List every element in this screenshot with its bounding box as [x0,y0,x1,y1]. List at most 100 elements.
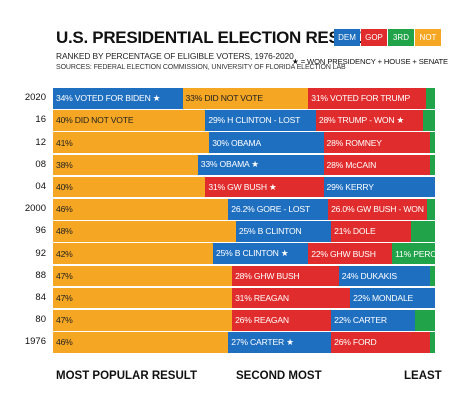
bar-segment-dem: 25% B CLINTON [235,221,332,242]
legend-item-gop: GOP [361,29,387,46]
bar-label: 28% GHW BUSH [235,270,300,281]
bar-label: 21% DOLE [334,226,376,237]
bar-label: 24% DUKAKIS [341,270,397,281]
year-label: 04 [35,181,46,193]
bar-segment-not: 46% [53,332,229,353]
bar-segment-not: 41% [53,132,210,153]
bar-segment-dem: 27% CARTER ★ [228,332,332,353]
bar-label: 29% H CLINTON - LOST [208,115,301,126]
bar-segment-dem: 24% DUKAKIS [338,265,431,287]
bar-segment-dem: 29% KERRY [323,176,435,198]
bar-segment-not: 42% [53,243,214,264]
bar-segment-gop: 28% TRUMP - WON ★ [315,110,424,131]
bar-segment-not: 47% [53,310,233,331]
bar-label: 31% GW BUSH ★ [208,181,277,192]
bar-label: 33% OBAMA ★ [200,159,259,170]
bar-segment-3rd [430,132,435,153]
legend-item-3rd: 3RD [388,29,414,46]
bar-label: 26% FORD [334,337,377,348]
bar-segment-not: 47% [53,265,233,287]
bar-label: 31% REAGAN [235,293,289,304]
legend-item-dem: DEM [334,29,360,46]
legend-item-not: NOT [415,29,441,46]
bar-label: 26.0% GW BUSH - WON [331,204,424,215]
bar-segment-3rd [414,310,435,331]
bar-segment-dem: 30% OBAMA [209,132,325,153]
axis-label-left: MOST POPULAR RESULT [56,370,197,382]
bar-label: 41% [56,137,73,148]
chart-title: U.S. PRESIDENTIAL ELECTION RESULTS [56,28,382,47]
bar-segment-3rd [427,199,435,220]
bar-label: 28% McCAIN [326,159,377,170]
bar-label: 28% TRUMP - WON ★ [318,114,405,125]
bar-label: 47% [56,270,73,281]
bar-label: 22% MONDALE [353,293,414,304]
bar-segment-not: 47% [53,287,233,309]
bar-label: 42% [56,248,73,259]
bar-label: 27% CARTER ★ [231,336,294,347]
legend-note: ★ = WON PRESIDENCY + HOUSE + SENATE [292,57,448,66]
bar-segment-dem: 34% VOTED FOR BIDEN ★ [53,88,184,109]
axis-label-middle: SECOND MOST [236,370,322,382]
bar-segment-3rd [422,110,435,131]
year-label: 08 [35,158,46,170]
bar-segment-3rd [430,265,435,287]
bar-segment-gop: 31% VOTED FOR TRUMP [308,88,427,109]
bar-label: 40% DID NOT VOTE [56,115,134,126]
chart-subtitle: RANKED BY PERCENTAGE OF ELIGIBLE VOTERS,… [56,51,294,61]
bar-segment-gop: 31% GW BUSH ★ [205,176,325,198]
bar-segment-3rd [430,154,435,176]
year-label: 84 [35,292,46,304]
bar-segment-not: 48% [53,221,237,242]
bar-segment-dem: 29% H CLINTON - LOST [205,110,317,131]
bar-segment-gop: 26% REAGAN [232,310,332,331]
bar-segment-gop: 28% McCAIN [323,154,431,176]
bar-label: 31% VOTED FOR TRUMP [311,93,410,104]
bar-label: 30% OBAMA [212,137,262,148]
bar-segment-gop: 21% DOLE [331,221,412,242]
bar-label: 47% [56,315,73,326]
year-label: 12 [35,136,46,148]
bar-label: 22% CARTER [334,315,387,326]
year-label: 80 [35,314,46,326]
bar-segment-3rd [411,221,435,242]
bar-label: 29% KERRY [326,182,374,193]
bar-label: 11% PEROT [395,248,435,259]
bar-segment-3rd [426,88,435,109]
bar-segment-dem: 33% OBAMA ★ [197,154,325,176]
bar-segment-not: 46% [53,199,229,220]
chart-sources: SOURCES: FEDERAL ELECTION COMMISSION, UN… [56,64,346,71]
bar-label: 46% [56,337,73,348]
bar-label: 28% ROMNEY [326,137,383,148]
year-label: 2000 [24,203,46,215]
bar-label: 34% VOTED FOR BIDEN ★ [56,92,161,103]
bar-segment-dem: 25% B CLINTON ★ [213,243,309,264]
bar-segment-3rd: 11% PEROT [392,243,435,264]
bar-label: 38% [56,159,73,170]
year-label: 16 [35,114,46,126]
bar-segment-3rd [430,332,435,353]
year-label: 1976 [24,336,46,348]
bar-label: 40% [56,182,73,193]
bar-label: 47% [56,293,73,304]
bar-segment-not: 38% [53,154,199,176]
bar-label: 22% GHW BUSH [311,248,376,259]
bar-segment-not: 33% DID NOT VOTE [182,88,309,109]
bar-segment-gop: 28% ROMNEY [323,132,431,153]
bar-segment-gop: 26.0% GW BUSH - WON [328,199,428,220]
year-label: 96 [35,225,46,237]
year-label: 2020 [24,92,46,104]
bar-label: 48% [56,226,73,237]
bar-label: 25% B CLINTON ★ [216,248,289,259]
bar-segment-gop: 22% GHW BUSH [308,243,393,264]
axis-label-right: LEAST [404,370,442,382]
bar-segment-gop: 31% REAGAN [232,287,351,309]
bar-label: 26% REAGAN [235,315,289,326]
year-label: 88 [35,269,46,281]
bar-segment-gop: 26% FORD [331,332,431,353]
bar-label: 25% B CLINTON [238,226,302,237]
bar-segment-not: 40% [53,176,206,198]
bar-segment-dem: 26.2% GORE - LOST [228,199,329,220]
bar-label: 33% DID NOT VOTE [185,93,264,104]
bar-segment-dem: 22% MONDALE [350,287,435,309]
